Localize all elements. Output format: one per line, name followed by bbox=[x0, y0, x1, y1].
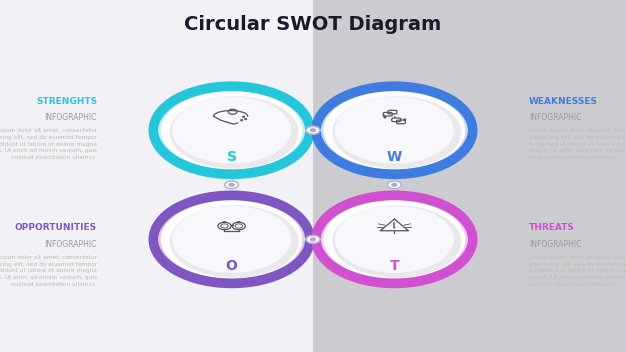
Text: Lorem ipsum dolor sit amet, consectetur
adipiscing elit, sed do eiusmod tempor
i: Lorem ipsum dolor sit amet, consectetur … bbox=[0, 255, 97, 287]
Text: INFOGRAPHIC: INFOGRAPHIC bbox=[529, 240, 582, 249]
Circle shape bbox=[170, 205, 299, 278]
Circle shape bbox=[335, 206, 454, 273]
Circle shape bbox=[310, 129, 316, 132]
Circle shape bbox=[404, 119, 406, 120]
Circle shape bbox=[392, 183, 397, 186]
Text: INFOGRAPHIC: INFOGRAPHIC bbox=[44, 113, 97, 122]
Text: W: W bbox=[387, 150, 402, 164]
Text: Lorem ipsum dolor sit amet, consectetur
adipiscing elit, sed do eiusmod tempor
i: Lorem ipsum dolor sit amet, consectetur … bbox=[529, 255, 626, 287]
Circle shape bbox=[387, 181, 401, 189]
Text: Lorem ipsum dolor sit amet, consectetur
adipiscing elit, sed do eiusmod tempor
i: Lorem ipsum dolor sit amet, consectetur … bbox=[0, 128, 97, 160]
Text: STRENGHTS: STRENGHTS bbox=[36, 96, 97, 106]
Circle shape bbox=[306, 126, 320, 134]
Text: Lorem ipsum dolor sit amet, consectetur
adipiscing elit, sed do eiusmod tempor
i: Lorem ipsum dolor sit amet, consectetur … bbox=[529, 128, 626, 160]
Circle shape bbox=[383, 115, 385, 116]
Circle shape bbox=[153, 86, 310, 174]
Text: INFOGRAPHIC: INFOGRAPHIC bbox=[529, 113, 582, 122]
Circle shape bbox=[229, 183, 234, 186]
Text: OPPORTUNITIES: OPPORTUNITIES bbox=[15, 223, 97, 232]
Circle shape bbox=[170, 96, 299, 169]
Circle shape bbox=[310, 238, 316, 241]
Text: INFOGRAPHIC: INFOGRAPHIC bbox=[44, 240, 97, 249]
Circle shape bbox=[384, 117, 386, 118]
Text: Circular SWOT Diagram: Circular SWOT Diagram bbox=[185, 15, 441, 34]
Circle shape bbox=[172, 97, 291, 164]
Circle shape bbox=[241, 120, 242, 121]
Text: T: T bbox=[389, 259, 399, 274]
Circle shape bbox=[335, 97, 454, 164]
Circle shape bbox=[316, 86, 473, 174]
Circle shape bbox=[316, 195, 473, 283]
Text: THREATS: THREATS bbox=[529, 223, 575, 232]
Circle shape bbox=[153, 195, 310, 283]
Text: WEAKNESSES: WEAKNESSES bbox=[529, 96, 598, 106]
Circle shape bbox=[225, 181, 239, 189]
Circle shape bbox=[393, 227, 396, 228]
Text: O: O bbox=[226, 259, 237, 274]
Circle shape bbox=[172, 206, 291, 273]
Circle shape bbox=[332, 205, 461, 278]
Circle shape bbox=[332, 96, 461, 169]
Circle shape bbox=[306, 235, 320, 243]
Text: S: S bbox=[227, 150, 237, 164]
